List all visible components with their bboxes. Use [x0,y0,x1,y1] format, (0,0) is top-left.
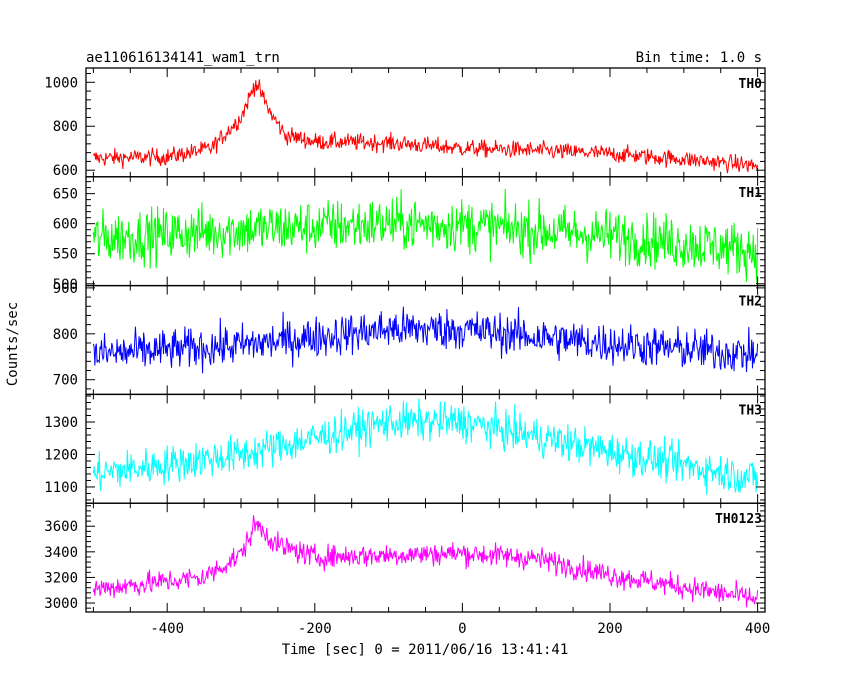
y-tick-label: 600 [53,163,78,179]
y-tick-label: 3600 [44,519,78,535]
panel-frame [85,67,766,178]
series-line-th2 [92,306,759,374]
x-tick-label: -200 [298,621,332,637]
panel-label: TH1 [739,186,763,201]
y-tick-label: 700 [53,373,78,389]
panel-label: TH0 [739,77,763,92]
x-axis-title: Time [sec] 0 = 2011/06/16 13:41:41 [282,642,569,658]
panel-th0123: 3000 3200 3400 3600 TH0123 [44,502,766,613]
y-axis-title: Counts/sec [5,302,21,386]
y-tick-label: 550 [53,247,78,263]
x-tick-label: -400 [150,621,184,637]
y-tick-label: 500 [53,277,78,293]
panel-frame [85,393,766,504]
x-tick-label: 200 [597,621,622,637]
series-line-th0123 [92,515,759,608]
series-line-th3 [92,398,759,495]
y-tick-label: 3000 [44,596,78,612]
chart-title: ae110616134141_wam1_trn [86,50,280,66]
series-line-th0 [92,79,759,174]
panels-group: 600 800 1000 TH0 500 550 600 650 TH1 700 800 900 TH2… [44,67,766,613]
panel-label: TH0123 [715,512,762,527]
x-tick-label: 0 [458,621,466,637]
y-tick-label: 1100 [44,480,78,496]
panel-th1: 500 550 600 650 TH1 [53,176,766,293]
x-tick-label: 400 [745,621,770,637]
x-axis: -400 -200 0 200 400 [150,621,770,637]
y-tick-label: 800 [53,119,78,135]
panel-th2: 700 800 900 TH2 [53,281,766,396]
panel-label: TH2 [739,295,762,310]
series-line-th1 [92,188,759,284]
y-tick-label: 800 [53,327,78,343]
y-tick-label: 1300 [44,415,78,431]
y-tick-label: 3200 [44,570,78,586]
y-tick-label: 3400 [44,545,78,561]
y-tick-label: 600 [53,217,78,233]
panel-th3: 1100 1200 1300 TH3 [44,393,766,504]
y-tick-label: 1200 [44,447,78,463]
panel-label: TH3 [739,403,762,418]
y-tick-label: 1000 [44,75,78,91]
y-tick-label: 900 [53,281,78,297]
y-tick-label: 650 [53,187,78,203]
panel-frame [85,502,766,613]
bin-time-label: Bin time: 1.0 s [636,50,762,66]
panel-th0: 600 800 1000 TH0 [44,67,766,179]
